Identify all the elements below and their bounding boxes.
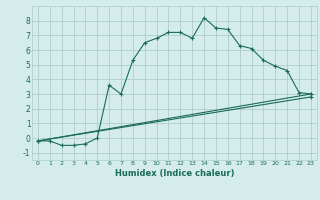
X-axis label: Humidex (Indice chaleur): Humidex (Indice chaleur) [115,169,234,178]
